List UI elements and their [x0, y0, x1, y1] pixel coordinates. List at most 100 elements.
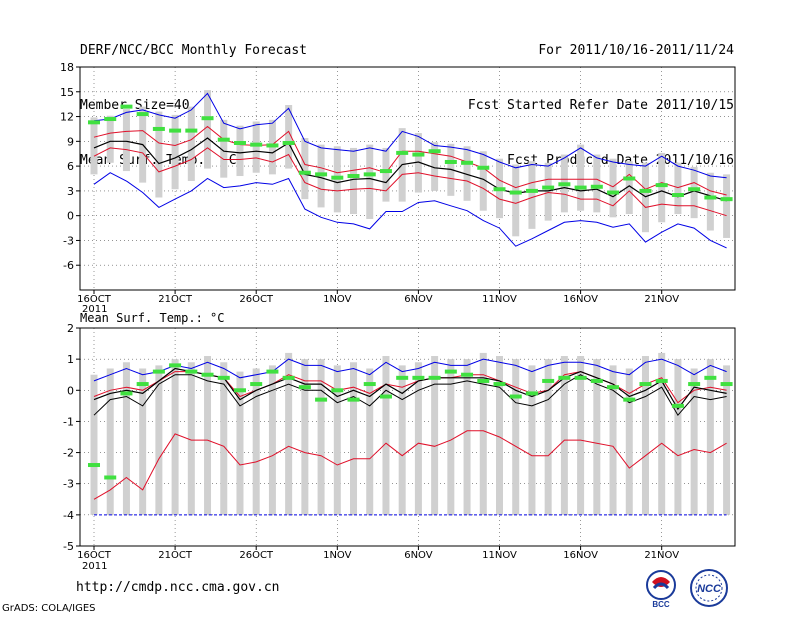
p2-spread-box [512, 359, 520, 515]
p1-spread-box [706, 172, 714, 231]
ncc-logo: NCC [690, 569, 728, 607]
p2-x-tick-label: 21NOV [644, 550, 679, 561]
p1-observed-marker [623, 176, 636, 181]
p2-observed-marker [347, 397, 360, 402]
p2-spread-box [333, 365, 341, 515]
p2-spread-box [625, 368, 633, 515]
p1-x-tick-label: 26OCT [239, 294, 274, 305]
p1-observed-marker [720, 197, 733, 202]
grads-credit: GrADS: COLA/IGES [2, 603, 96, 614]
p1-spread-box [155, 111, 163, 198]
p2-observed-marker [331, 388, 344, 393]
p2-spread-box [706, 359, 714, 515]
bcc-logo-arc [652, 582, 670, 590]
p1-spread-box [90, 117, 98, 175]
p1-spread-box [609, 158, 617, 218]
p1-spread-box [350, 147, 358, 215]
p2-lower-series-line [93, 430, 727, 500]
p1-spread-box [463, 146, 471, 201]
p1-y-tick-label: 6 [67, 160, 74, 173]
p2-spread-box [236, 371, 244, 515]
p1-observed-marker [607, 190, 620, 195]
p2-spread-box [723, 365, 731, 515]
p2-spread-box [463, 359, 471, 515]
p2-spread-box [560, 356, 568, 515]
p2-observed-marker [136, 382, 149, 387]
p2-spread-box [398, 365, 406, 515]
p1-p75-series-line [93, 125, 727, 196]
p2-spread-box [479, 352, 487, 515]
p1-upper-series-line [93, 92, 727, 179]
p2-spread-box [496, 356, 503, 515]
p1-observed-marker [185, 128, 198, 133]
p2-observed-marker [428, 375, 441, 380]
p2-x-tick-label: 1NOV [323, 550, 352, 561]
p2-observed-marker [233, 388, 246, 393]
p2-observed-marker [607, 385, 620, 390]
p1-observed-marker [477, 165, 490, 170]
p1-spread-box [723, 174, 731, 238]
p2-spread-box [544, 359, 552, 515]
p1-observed-marker [688, 187, 701, 192]
p2-observed-marker [88, 463, 100, 468]
p2-spread-box [155, 365, 163, 515]
p1-observed-marker [282, 140, 295, 145]
p1-spread-box [625, 161, 633, 215]
p1-observed-marker [428, 149, 441, 154]
p2-observed-marker [412, 375, 425, 380]
p2-observed-marker [444, 369, 457, 374]
p1-observed-marker [412, 152, 425, 157]
p2-observed-marker [477, 378, 490, 383]
p2-upper-series-line [93, 358, 727, 382]
p2-spread-box [220, 362, 228, 515]
p2-observed-marker [704, 375, 717, 380]
p2-observed-marker [525, 391, 538, 396]
p1-observed-marker [444, 159, 457, 164]
p1-observed-marker [250, 142, 263, 147]
fcst-started-date: Fcst Started Refer Date 2011/10/15 [467, 98, 734, 113]
p1-x-tick-label: 16OCT [77, 294, 112, 305]
p2-observed-marker [250, 382, 263, 387]
p2-x-tick-label: 11NOV [482, 550, 517, 561]
p2-spread-box [317, 359, 325, 515]
p2-spread-box [350, 362, 358, 515]
p2-observed-marker [639, 382, 652, 387]
p1-observed-marker [493, 187, 506, 192]
p2-spread-box [528, 365, 536, 515]
p1-spread-box [382, 147, 390, 202]
bcc-logo-text: BCC [652, 600, 670, 608]
p1-spread-box [106, 115, 114, 163]
p1-observed-marker [509, 190, 522, 195]
p2-spread-box [268, 365, 276, 515]
p1-x-tick-label: 16NOV [563, 294, 598, 305]
p1-observed-marker [266, 143, 279, 148]
p1-x-tick-label: 6NOV [404, 294, 433, 305]
p2-mean-series-line [93, 367, 727, 411]
p1-spread-box [528, 161, 536, 229]
p2-spread-box [674, 359, 682, 515]
p2-plot-frame [79, 327, 736, 547]
p2-y-tick-label: 2 [67, 322, 74, 335]
p1-spread-box [512, 164, 520, 237]
p2-observed-marker [396, 375, 409, 380]
p1-observed-marker [152, 126, 165, 131]
member-size: Member Size=40 [80, 98, 190, 113]
source-url[interactable]: http://cmdp.ncc.cma.gov.cn [76, 580, 280, 595]
p1-spread-box [690, 166, 698, 219]
p2-spread-box [204, 356, 212, 515]
p2-spread-box [122, 362, 130, 515]
p1-y-tick-label: 15 [60, 86, 74, 99]
p2-observed-marker [623, 397, 636, 402]
p2-x-tick-label: 6NOV [404, 550, 433, 561]
p1-spread-box [593, 154, 601, 213]
p2-spread-box [171, 359, 179, 515]
p1-x-tick-label: 21OCT [158, 294, 193, 305]
p1-spread-box [122, 109, 130, 172]
p1-spread-box [641, 162, 649, 233]
p2-spread-box [609, 365, 617, 515]
p1-y-tick-label: 9 [67, 135, 74, 148]
p2-observed-marker [104, 475, 117, 480]
p1-y-tick-label: -3 [63, 234, 74, 247]
ncc-logo-text: NCC [697, 583, 722, 595]
